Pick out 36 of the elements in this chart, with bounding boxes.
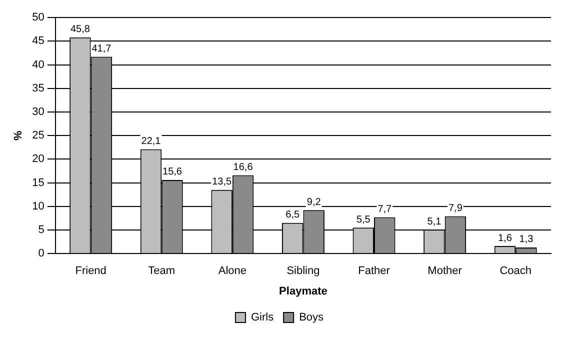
- legend-label: Girls: [250, 312, 274, 324]
- y-tick-label: 25: [32, 130, 44, 142]
- y-tick-label: 30: [32, 106, 44, 118]
- data-label: 15,6: [162, 166, 182, 178]
- data-label: 6,5: [286, 210, 300, 221]
- y-axis-title: %: [12, 130, 25, 140]
- y-tick-label: 5: [38, 224, 44, 236]
- data-label: 16,6: [233, 162, 254, 173]
- y-tick-label: 50: [32, 12, 44, 24]
- data-label: 5,1: [427, 216, 442, 228]
- x-tick-label: Father: [358, 265, 390, 278]
- x-tick-label: Mother: [428, 265, 462, 278]
- y-tick-label: 40: [32, 58, 44, 71]
- y-tick-label: 15: [32, 176, 44, 189]
- x-tick-label: Coach: [500, 265, 532, 278]
- y-tick-label: 35: [32, 82, 44, 94]
- data-label: 9,2: [306, 196, 322, 208]
- data-label: 13,5: [212, 176, 232, 188]
- x-tick-label: Friend: [75, 265, 106, 278]
- legend-label: Boys: [299, 312, 324, 324]
- x-axis-title: Playmate: [279, 285, 328, 298]
- data-label: 1,3: [519, 234, 534, 246]
- y-tick-label: 10: [32, 200, 44, 212]
- data-label: 41,7: [92, 44, 112, 55]
- x-tick-label: Alone: [218, 265, 246, 278]
- data-label: 7,7: [378, 204, 392, 216]
- y-tick-label: 20: [32, 153, 44, 166]
- data-label: 1,6: [498, 232, 512, 244]
- y-tick-label: 45: [32, 35, 44, 48]
- data-label: 22,1: [141, 136, 162, 148]
- x-tick-label: Team: [148, 265, 176, 278]
- x-tick-label: Sibling: [286, 265, 320, 278]
- data-label: 5,5: [356, 214, 371, 226]
- data-label: 7,9: [448, 203, 463, 214]
- data-label: 45,8: [70, 24, 90, 36]
- y-tick-label: 0: [38, 248, 44, 260]
